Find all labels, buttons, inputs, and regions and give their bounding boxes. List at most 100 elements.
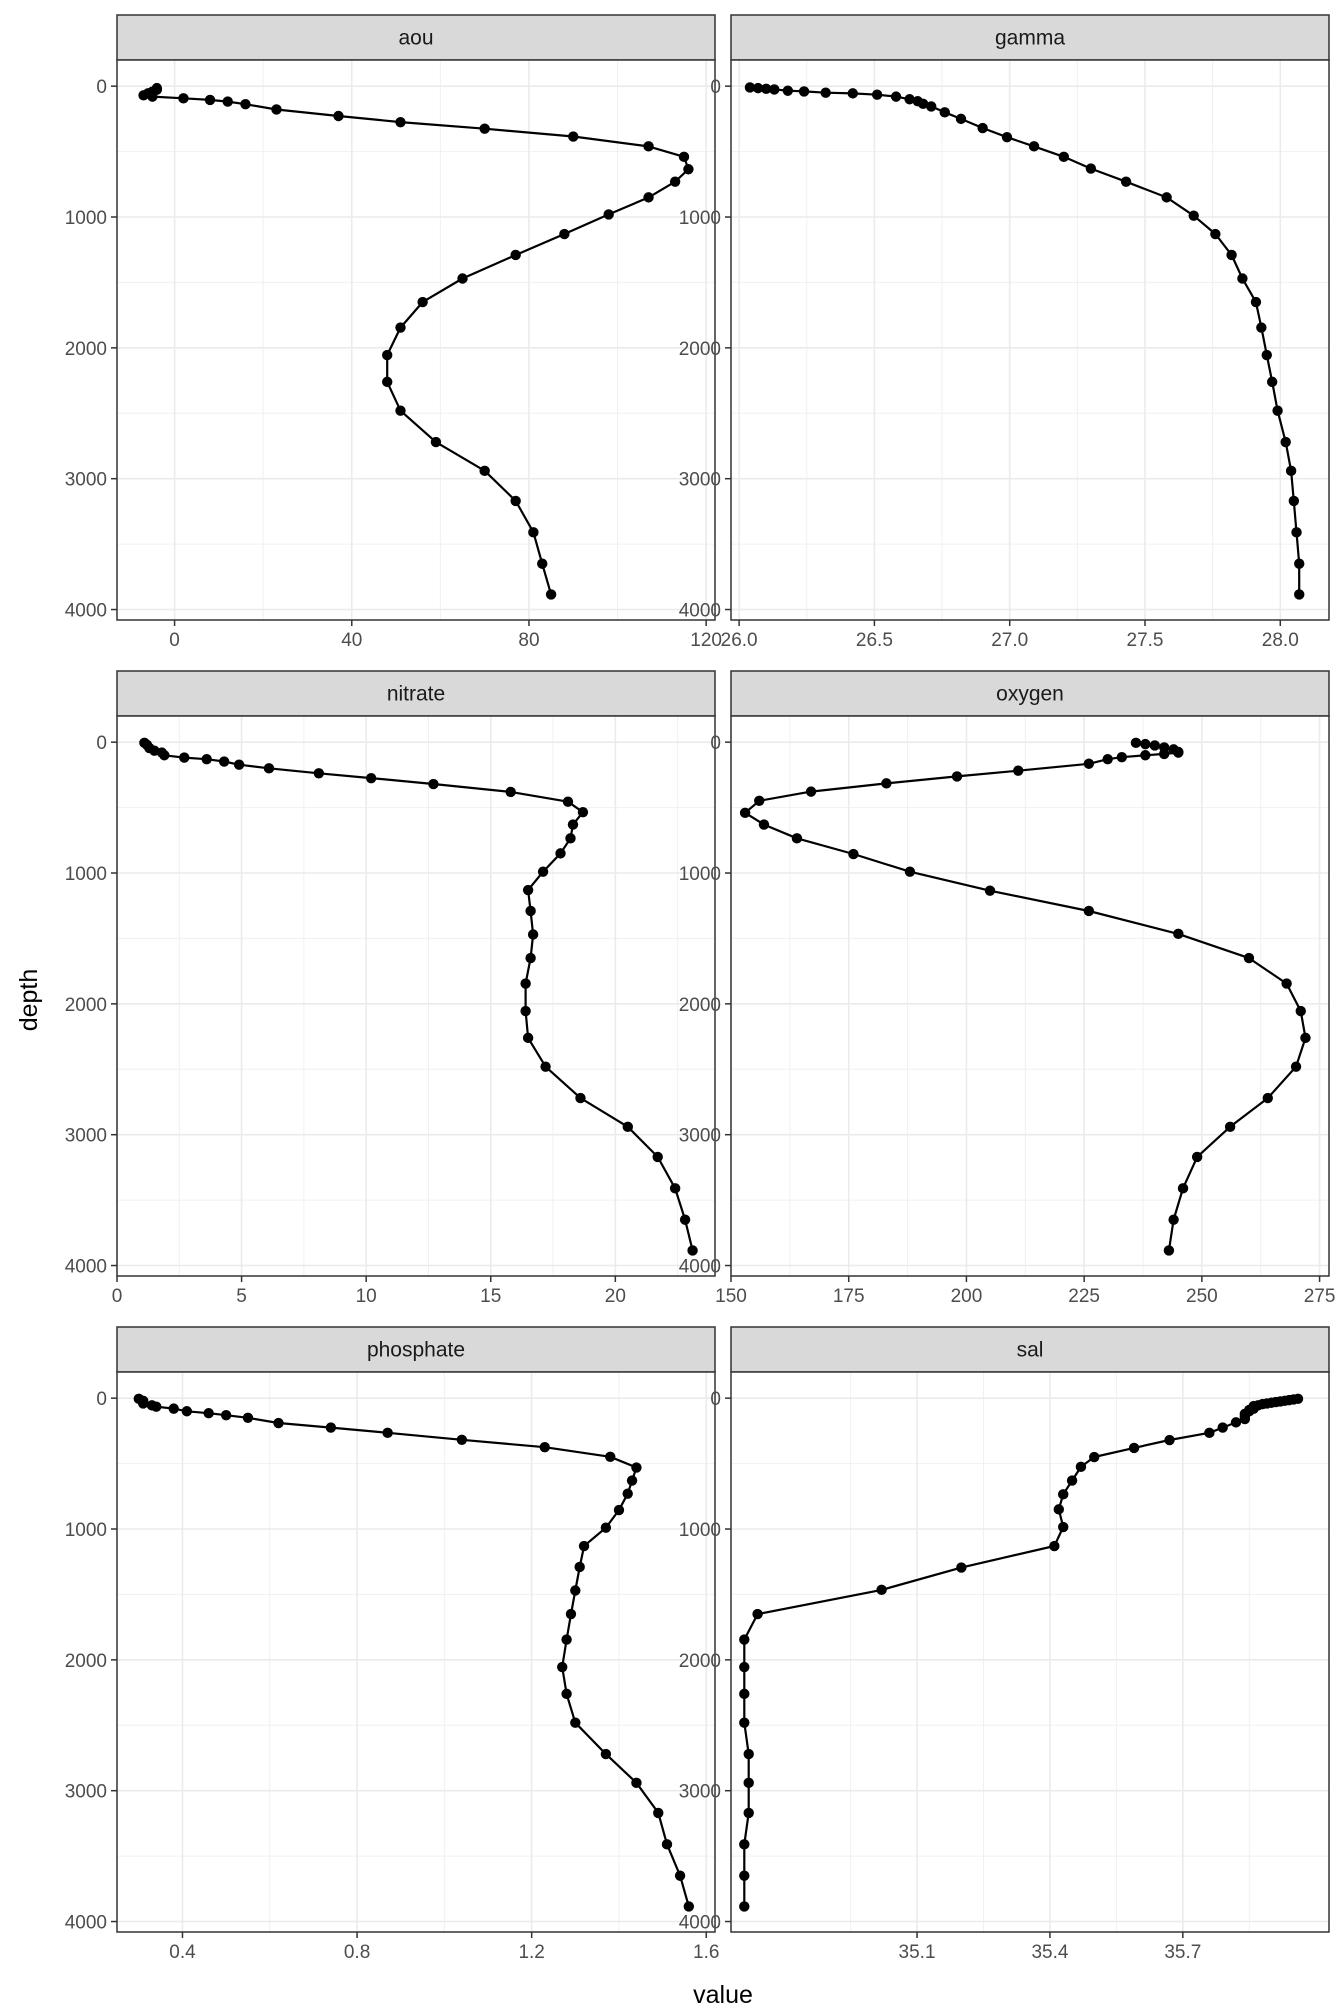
data-point-gamma bbox=[1294, 589, 1305, 600]
data-point-oxygen bbox=[1173, 928, 1184, 940]
data-point-oxygen bbox=[1295, 1005, 1306, 1017]
x-tick-label: 15 bbox=[480, 1286, 501, 1307]
data-point-aou bbox=[147, 91, 158, 102]
data-point-gamma bbox=[1272, 405, 1283, 416]
panel-gamma: gamma 26.0 26.5 27.0 27.5 28.0 0 1000 2000 3000 40… bbox=[679, 14, 1330, 651]
data-point-oxygen bbox=[1163, 1245, 1175, 1256]
y-tick-label: 3000 bbox=[65, 1782, 107, 1803]
data-point-nitrate bbox=[577, 806, 589, 818]
data-point-gamma bbox=[1294, 558, 1305, 569]
data-point-nitrate bbox=[520, 978, 531, 989]
data-point-sal bbox=[739, 1634, 750, 1645]
data-point-gamma bbox=[977, 122, 988, 134]
data-point-aou bbox=[138, 90, 149, 101]
x-tick-label: 27.5 bbox=[1127, 630, 1164, 651]
x-tick-label: 27.0 bbox=[991, 630, 1028, 651]
data-point-nitrate bbox=[525, 952, 536, 964]
strip-label-aou: aou bbox=[398, 27, 433, 50]
data-point-phosphate bbox=[561, 1688, 572, 1700]
data-point-oxygen bbox=[1149, 740, 1160, 751]
data-point-gamma bbox=[1280, 436, 1291, 448]
x-tick-label: 26.0 bbox=[721, 630, 758, 651]
data-point-sal bbox=[739, 1661, 750, 1673]
data-point-phosphate bbox=[674, 1870, 686, 1881]
data-point-oxygen bbox=[1168, 1214, 1179, 1225]
data-point-sal bbox=[1217, 1422, 1228, 1433]
data-point-oxygen bbox=[1158, 748, 1170, 760]
x-tick-label: 26.5 bbox=[856, 630, 893, 651]
data-point-phosphate bbox=[605, 1451, 616, 1462]
data-point-aou bbox=[395, 322, 406, 333]
data-point-sal bbox=[956, 1562, 967, 1573]
strip-nitrate bbox=[116, 670, 716, 717]
data-point-gamma bbox=[1266, 376, 1278, 388]
y-tick-label: 4000 bbox=[679, 601, 721, 622]
data-point-oxygen bbox=[1281, 978, 1292, 989]
x-tick-label: 250 bbox=[1186, 1286, 1218, 1307]
data-point-aou bbox=[479, 123, 490, 134]
y-tick-label: 4000 bbox=[679, 1257, 721, 1278]
data-point-gamma bbox=[1256, 322, 1267, 333]
data-point-oxygen bbox=[1300, 1032, 1311, 1044]
data-point-phosphate bbox=[570, 1717, 581, 1728]
data-point-nitrate bbox=[179, 752, 190, 763]
panel-border-oxygen bbox=[730, 715, 1330, 1277]
data-point-aou bbox=[643, 192, 654, 203]
data-point-gamma bbox=[955, 113, 967, 125]
y-tick-label: 4000 bbox=[65, 601, 107, 622]
data-point-gamma bbox=[1001, 131, 1013, 143]
data-point-sal bbox=[743, 1748, 754, 1760]
data-point-aou bbox=[417, 296, 428, 308]
data-point-sal bbox=[1089, 1451, 1100, 1463]
data-point-nitrate bbox=[555, 848, 566, 859]
data-point-phosphate bbox=[557, 1661, 568, 1673]
data-point-phosphate bbox=[565, 1608, 577, 1620]
y-tick-label: 2000 bbox=[679, 995, 721, 1016]
data-point-sal bbox=[1066, 1475, 1078, 1486]
data-point-nitrate bbox=[218, 756, 230, 767]
y-tick-label: 4000 bbox=[65, 1913, 107, 1934]
strip-aou bbox=[116, 14, 716, 61]
y-tick-label: 3000 bbox=[65, 1126, 107, 1147]
data-point-aou bbox=[683, 164, 694, 175]
strip-label-sal: sal bbox=[1017, 1339, 1044, 1362]
x-tick-label: 1.6 bbox=[693, 1942, 719, 1963]
data-point-sal bbox=[876, 1584, 887, 1596]
data-point-phosphate bbox=[137, 1398, 149, 1409]
x-tick-label: 225 bbox=[1068, 1286, 1100, 1307]
data-point-oxygen bbox=[904, 866, 916, 877]
data-point-sal bbox=[1164, 1434, 1175, 1446]
data-point-gamma bbox=[1120, 176, 1132, 187]
y-tick-label: 2000 bbox=[679, 339, 721, 360]
data-point-phosphate bbox=[539, 1442, 550, 1453]
data-point-aou bbox=[510, 249, 521, 261]
data-point-sal bbox=[1053, 1504, 1064, 1515]
data-point-nitrate bbox=[313, 768, 325, 779]
data-point-gamma bbox=[820, 87, 831, 98]
data-point-gamma bbox=[1237, 273, 1248, 284]
y-tick-label: 0 bbox=[96, 733, 107, 754]
data-point-aou bbox=[430, 436, 442, 448]
data-point-aou bbox=[271, 104, 282, 115]
data-point-nitrate bbox=[679, 1214, 691, 1225]
data-point-sal bbox=[1128, 1442, 1140, 1454]
y-tick-label: 3000 bbox=[679, 470, 721, 491]
data-point-gamma bbox=[1210, 228, 1221, 240]
data-point-phosphate bbox=[600, 1522, 612, 1533]
x-tick-label: 150 bbox=[715, 1286, 747, 1307]
y-tick-label: 1000 bbox=[65, 1520, 107, 1541]
data-point-oxygen bbox=[754, 795, 765, 806]
y-tick-label: 3000 bbox=[679, 1126, 721, 1147]
data-point-sal bbox=[739, 1717, 750, 1728]
data-point-oxygen bbox=[758, 819, 770, 830]
data-point-gamma bbox=[1291, 527, 1302, 538]
data-point-phosphate bbox=[578, 1540, 590, 1552]
data-point-sal bbox=[743, 1807, 754, 1819]
strip-label-oxygen: oxygen bbox=[996, 683, 1064, 706]
data-point-sal bbox=[1239, 1413, 1251, 1425]
data-point-aou bbox=[457, 273, 468, 284]
data-point-phosphate bbox=[242, 1412, 254, 1423]
data-point-nitrate bbox=[522, 1032, 534, 1044]
panel-border-sal bbox=[730, 1371, 1330, 1933]
data-point-gamma bbox=[871, 89, 883, 100]
